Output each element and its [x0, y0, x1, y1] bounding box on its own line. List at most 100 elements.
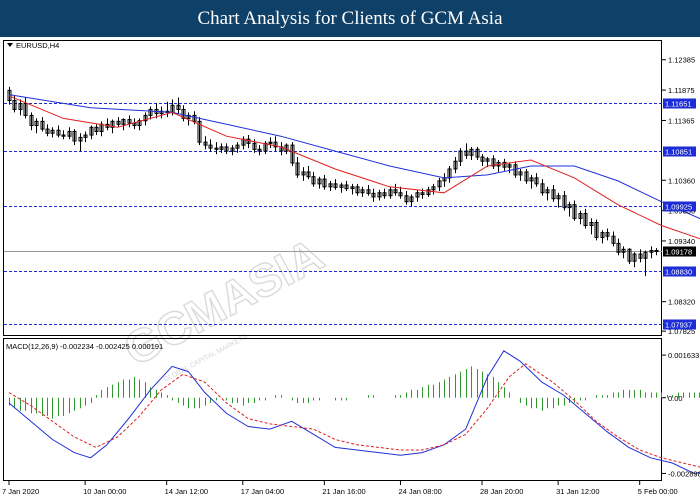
candle-body [551, 189, 556, 200]
candlestick [643, 250, 648, 277]
candlestick [524, 168, 529, 184]
candlestick [540, 179, 545, 196]
candlestick [621, 246, 626, 259]
candle-body [328, 183, 333, 188]
candlestick [534, 173, 539, 187]
candle-body [431, 186, 436, 191]
candlestick [29, 112, 34, 131]
time-tick-label: 7 Jan 2020 [2, 487, 39, 496]
candle-body [257, 148, 262, 152]
candlestick [306, 165, 311, 180]
candlestick [186, 112, 191, 126]
symbol-text: EURUSD,H4 [16, 41, 59, 50]
candlestick [409, 194, 414, 207]
candlestick [502, 158, 507, 171]
candlestick [181, 105, 186, 122]
candlestick [203, 136, 208, 150]
candlestick [611, 231, 616, 247]
candle-body [29, 114, 34, 127]
level-price-label: 1.07937 [665, 321, 692, 330]
candle-body [393, 189, 398, 194]
candle-body [61, 134, 66, 137]
candle-body [621, 248, 626, 253]
candlestick [61, 130, 66, 140]
candle-body [301, 171, 306, 176]
macd-panel: MACD(12,26,9) -0.002234 -0.002425 0.0001… [3, 338, 700, 481]
candle-body [638, 253, 643, 259]
candlestick [464, 143, 469, 159]
candlestick [83, 131, 88, 143]
candlestick [311, 171, 316, 187]
candle-body [649, 249, 654, 253]
candlestick [551, 185, 556, 202]
candlestick [344, 180, 349, 191]
candle-body [594, 222, 599, 238]
candle-body [491, 158, 496, 167]
candle-body [18, 102, 23, 110]
candle-body [556, 195, 561, 200]
candlestick [404, 190, 409, 205]
candle-body [72, 130, 77, 142]
candle-body [415, 192, 420, 198]
candle-body [137, 120, 142, 127]
candle-body [127, 119, 132, 124]
candle-body [562, 195, 567, 209]
candle-body [12, 100, 17, 110]
candlestick [263, 140, 268, 155]
candlestick [480, 154, 485, 166]
candle-body [50, 129, 55, 134]
candle-body [219, 146, 224, 150]
candlestick [616, 238, 621, 256]
chart-area: GCMASIA GLOBAL CAPITAL MARKETS 1.123851.… [2, 40, 700, 496]
candle-body [355, 186, 360, 194]
candle-body [572, 204, 577, 219]
level-price-tag [663, 319, 696, 330]
candlestick [600, 230, 605, 244]
candlestick [518, 168, 523, 181]
candlestick [273, 136, 278, 152]
candle-body [360, 189, 365, 194]
price-panel: 1.123851.118751.113651.103601.098501.093… [3, 40, 700, 336]
candlestick [567, 201, 572, 217]
candlestick [224, 143, 229, 155]
candlestick [56, 125, 61, 138]
candlestick [426, 186, 431, 197]
candle-body [306, 171, 311, 178]
price-tick-label: 1.08320 [668, 298, 695, 307]
level-price-tag [663, 146, 696, 157]
candle-body [600, 232, 605, 238]
candlestick [638, 249, 643, 263]
candlestick [350, 183, 355, 195]
candlestick [447, 165, 452, 183]
candle-body [366, 189, 371, 194]
current-price-tag [663, 246, 696, 257]
time-axis: 7 Jan 2020 10 Jan 00:00 14 Jan 12:00 17 Jan… [2, 481, 678, 496]
fast-moving-average-line [8, 95, 700, 240]
time-tick-label: 14 Jan 12:00 [165, 487, 208, 496]
candlestick [208, 139, 213, 152]
candle-body [344, 184, 349, 190]
candle-body [502, 161, 507, 168]
candle-body [176, 104, 181, 110]
candle-body [311, 176, 316, 185]
candle-body [89, 126, 94, 136]
candle-body [78, 136, 83, 142]
price-tick-label: 1.07825 [668, 327, 695, 336]
candle-body [371, 192, 376, 198]
candle-body [377, 192, 382, 198]
candlestick [485, 157, 490, 168]
candle-body [583, 213, 588, 226]
candle-body [7, 89, 12, 102]
candlestick [562, 190, 567, 211]
candle-body [67, 130, 72, 137]
candlestick [230, 145, 235, 156]
candle-body [632, 253, 637, 262]
candle-body [388, 189, 393, 197]
candlestick [290, 142, 295, 166]
candlestick [382, 188, 387, 199]
candlestick [317, 176, 322, 189]
candlestick [143, 112, 148, 126]
candlestick [235, 142, 240, 153]
candle-body [426, 189, 431, 196]
candlestick [377, 189, 382, 201]
